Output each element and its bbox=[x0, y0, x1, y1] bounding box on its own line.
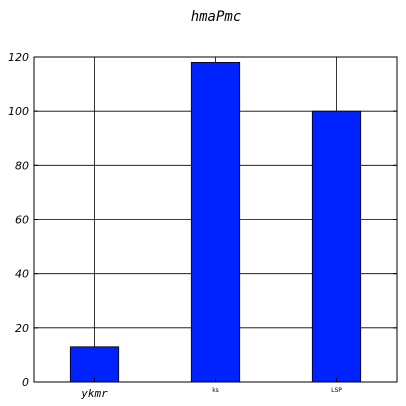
x-tick-label: LSP bbox=[331, 387, 342, 394]
y-tick-label: 120 bbox=[8, 51, 29, 64]
bar-LSP bbox=[311, 110, 362, 383]
y-axis: 0 20 40 60 80 100 120 bbox=[8, 51, 397, 389]
y-tick-label: 20 bbox=[15, 322, 29, 335]
y-tick-label: 0 bbox=[22, 376, 29, 389]
y-tick-label: 80 bbox=[15, 159, 29, 172]
chart-title: hmaPmc bbox=[191, 9, 242, 25]
y-tick-label: 40 bbox=[15, 268, 29, 281]
x-axis: ykmr ks LSP bbox=[80, 378, 342, 400]
bar-ks bbox=[190, 62, 241, 383]
bars bbox=[69, 62, 362, 383]
x-tick-label: ks bbox=[212, 387, 219, 394]
bar-ykmr bbox=[69, 346, 120, 383]
x-tick-label: ykmr bbox=[80, 387, 108, 400]
y-tick-label: 100 bbox=[8, 105, 29, 118]
y-tick-label: 60 bbox=[15, 214, 29, 227]
